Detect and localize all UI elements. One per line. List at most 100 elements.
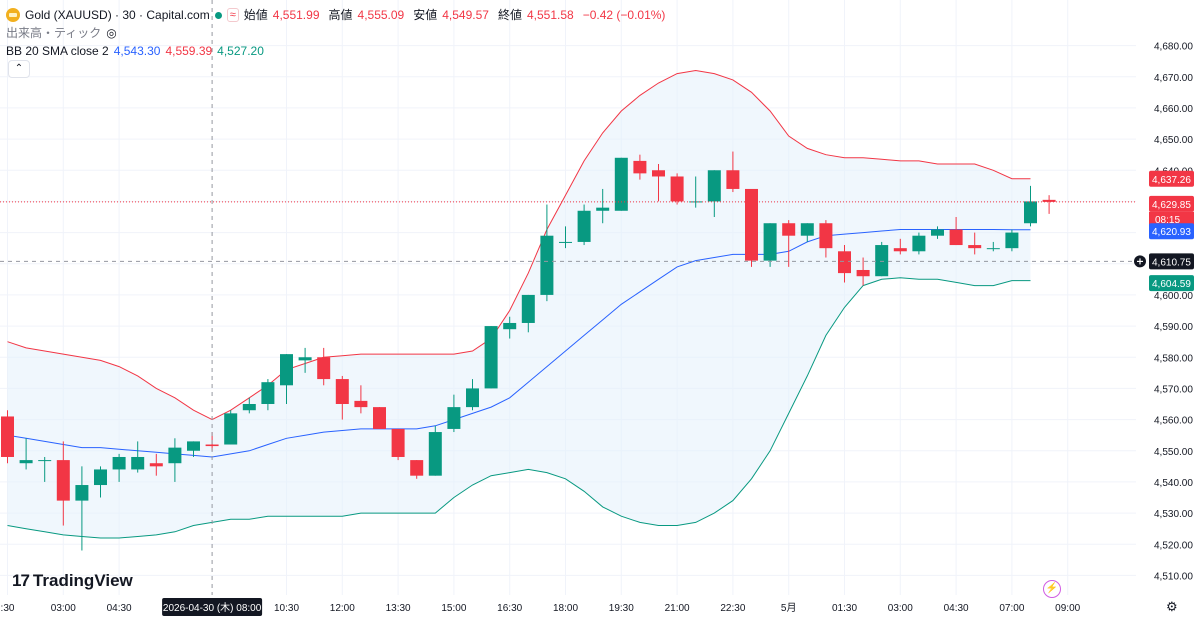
symbol-row: Gold (XAUUSD) · 30 · Capital.com ≈ 始値 4,5… — [6, 6, 665, 24]
candle-body — [391, 428, 405, 457]
candle — [261, 379, 275, 411]
y-tick-label: 4,530.00 — [1154, 509, 1193, 520]
candle-body — [224, 413, 238, 445]
y-tick-label: 4,540.00 — [1154, 478, 1193, 489]
candle-body — [410, 460, 424, 476]
candle-body — [261, 382, 275, 404]
tradingview-logo[interactable]: 17 TradingView — [12, 571, 133, 591]
basis-band-tag-bg — [1149, 223, 1194, 240]
candle-body — [131, 456, 145, 470]
candle — [521, 294, 535, 333]
wave-icon[interactable]: ≈ — [226, 8, 239, 22]
candle — [242, 397, 256, 414]
candle-body — [540, 235, 554, 295]
candle — [614, 157, 628, 211]
candle-body — [19, 460, 33, 464]
crosshair-price-tag-text: 4,610.75 — [1152, 257, 1191, 268]
candle-body — [707, 170, 721, 202]
candle — [373, 407, 386, 429]
candle — [1, 410, 14, 464]
candle-body — [819, 223, 833, 249]
candle-body — [912, 235, 926, 252]
low-label: 安値 — [413, 8, 438, 22]
price-axis: 4,510.00 4,520.00 4,530.00 4,540.00 4,550.00… — [1136, 0, 1199, 619]
x-tick-label: 09:00 — [1055, 603, 1080, 614]
candle-body — [652, 170, 665, 177]
candlestick-series — [1, 151, 1056, 551]
lower-band-tag: 4,604.59 — [1149, 275, 1194, 292]
y-tick-label: 4,560.00 — [1154, 416, 1193, 427]
candle — [782, 220, 796, 267]
candle — [354, 385, 368, 414]
crosshair-time-bg — [162, 598, 263, 616]
crosshair-time-text: 2026-04-30 (木) 08:00 — [163, 602, 262, 614]
candle — [56, 441, 70, 526]
candle-body — [94, 469, 107, 486]
lightning-icon[interactable]: ⚡ — [1043, 580, 1061, 598]
y-tick-label: 4,550.00 — [1154, 447, 1193, 458]
candle-body — [447, 407, 461, 429]
candle-body — [1024, 201, 1037, 224]
y-tick-label: 4,510.00 — [1154, 571, 1193, 582]
bb-row: BB 20 SMA close 2 4,543.30 4,559.39 4,52… — [6, 42, 665, 60]
candle-body — [38, 460, 52, 462]
candle — [335, 375, 349, 420]
candle — [1024, 185, 1037, 227]
last-price-tag: 4,629.85 — [1149, 195, 1194, 212]
candle-body — [986, 248, 1000, 250]
bb-label[interactable]: BB 20 SMA close 2 — [6, 44, 109, 58]
candle-body — [800, 223, 814, 236]
candle-body — [856, 269, 870, 277]
countdown-text: 08:15 — [1155, 215, 1180, 226]
candle — [447, 394, 461, 433]
candle-body — [335, 379, 349, 404]
gear-icon[interactable]: ⚙ — [1166, 599, 1178, 614]
candle-body — [596, 207, 610, 211]
bollinger-band-fill — [7, 70, 1031, 538]
eye-off-icon[interactable]: ◎ — [106, 26, 117, 40]
candle-body — [75, 485, 89, 501]
volume-label[interactable]: 出来高・ティック — [6, 26, 102, 40]
y-tick-label: 4,580.00 — [1154, 353, 1193, 364]
candle-body — [1005, 232, 1019, 249]
candle-body — [559, 241, 572, 243]
y-tick-label: 4,570.00 — [1154, 384, 1193, 395]
last-price-tag-text: 4,629.85 — [1152, 200, 1191, 211]
candle-body — [373, 407, 386, 429]
candle-body — [112, 456, 126, 470]
open-label: 始値 — [243, 8, 268, 22]
candle-body — [763, 223, 777, 261]
candle-body — [1, 416, 14, 457]
candle-body — [168, 447, 182, 464]
x-tick-label: 01:30 — [832, 603, 857, 614]
candle-body — [280, 354, 293, 386]
candle-body — [521, 294, 535, 323]
candle — [149, 453, 163, 476]
symbol-title[interactable]: Gold (XAUUSD) · 30 · Capital.com — [25, 8, 210, 22]
low-value: 4,549.57 — [442, 8, 489, 22]
candle — [559, 226, 572, 249]
candle-body — [187, 441, 200, 451]
candle — [19, 438, 33, 470]
candle-body — [726, 170, 740, 189]
y-tick-label: 4,660.00 — [1154, 104, 1193, 115]
candle — [187, 441, 200, 457]
candle — [1042, 195, 1056, 214]
y-tick-label: 4,520.00 — [1154, 540, 1193, 551]
y-tick-label: 4,650.00 — [1154, 135, 1193, 146]
x-tick-label: 21:00 — [665, 603, 690, 614]
candle — [800, 223, 814, 242]
chevron-up-icon[interactable]: ⌃ — [8, 60, 30, 78]
candle — [912, 232, 926, 255]
candle — [689, 176, 703, 208]
upper-band-tag: 4,637.26 — [1149, 170, 1194, 187]
y-tick-label: 4,590.00 — [1154, 322, 1193, 333]
open-value: 4,551.99 — [272, 8, 320, 22]
basis-band-tag-text: 4,620.93 — [1152, 227, 1191, 238]
upper-band-tag-bg — [1149, 170, 1194, 187]
market-status-icon[interactable] — [214, 11, 222, 19]
countdown-tag: 08:15 — [1149, 211, 1194, 226]
candle-body — [354, 400, 368, 408]
plus-circle-icon[interactable] — [1134, 255, 1146, 268]
